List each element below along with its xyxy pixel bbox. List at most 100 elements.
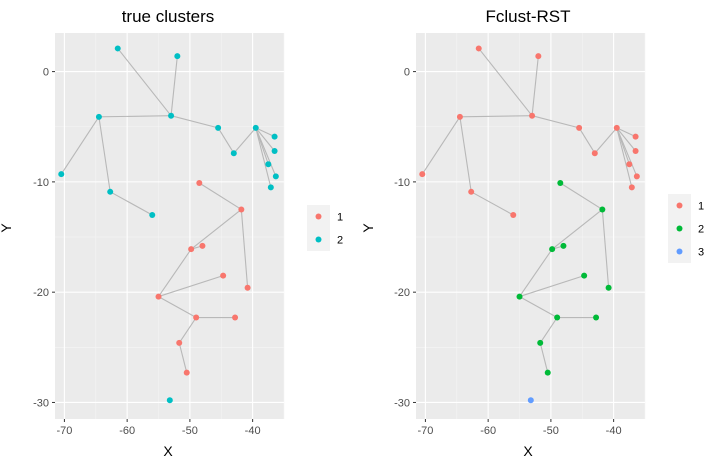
tree-edge [233, 127, 257, 154]
x-tick-label: -70 [417, 425, 433, 437]
data-point [605, 284, 612, 291]
chart-fclust-rst: Fclust-RST Y X -70 -60 -50 -40 0 -10 -20 -30 1 2… [360, 7, 704, 459]
tree-edge [459, 116, 472, 192]
data-point [232, 314, 239, 321]
legend-swatch [676, 248, 683, 255]
data-point [238, 206, 245, 213]
data-point [419, 171, 426, 178]
legend-swatch [315, 236, 322, 243]
data-point [560, 242, 567, 249]
tree-edge [560, 182, 603, 210]
axis-ticks: -70 -60 -50 -40 0 -10 -20 -30 [33, 67, 260, 437]
data-point [456, 113, 463, 120]
data-point [176, 339, 183, 346]
x-axis-title: X [163, 443, 173, 459]
data-point [193, 314, 200, 321]
data-point [107, 188, 114, 195]
data-point [535, 53, 542, 60]
data-point [613, 124, 620, 131]
data-point [199, 242, 206, 249]
x-tick-label: -60 [119, 425, 135, 437]
y-axis-title: Y [360, 223, 376, 233]
x-tick-label: -50 [182, 425, 198, 437]
tree-edge [616, 127, 637, 152]
tree-edge [519, 275, 585, 298]
data-point [599, 206, 606, 213]
axis-ticks: -70 -60 -50 -40 0 -10 -20 -30 [394, 67, 621, 437]
data-point [271, 133, 278, 140]
data-point [265, 161, 272, 168]
data-point [230, 150, 237, 157]
data-point [267, 184, 274, 191]
tree-edge [551, 209, 603, 250]
data-point [188, 246, 195, 253]
tree-edge [459, 115, 533, 118]
tree-edge [255, 127, 277, 177]
tree-edge [158, 296, 197, 319]
data-point [244, 284, 251, 291]
tree-edge [98, 115, 172, 118]
tree-edge [217, 127, 235, 154]
tree-edge [158, 248, 192, 297]
tree-edge [594, 127, 618, 154]
chart-title: Fclust-RST [486, 7, 571, 26]
tree-edge [539, 317, 558, 344]
tree-edge [539, 342, 549, 373]
data-point [549, 246, 556, 253]
chart-true-clusters: true clusters Y X -70 -60 -50 -40 0 -10 -20 -30… [0, 7, 343, 459]
legend: 12 [307, 205, 343, 251]
data-point [272, 173, 279, 180]
tree-edge [178, 317, 197, 344]
y-tick-label: -10 [33, 177, 49, 189]
data-point [252, 124, 259, 131]
y-axis-title: Y [0, 223, 14, 233]
data-point [468, 188, 475, 195]
tree-edge [578, 127, 596, 154]
tree-edge [616, 127, 633, 188]
data-point [632, 133, 639, 140]
data-point [557, 179, 564, 186]
data-point [475, 45, 482, 52]
legend-label: 1 [698, 201, 704, 213]
data-point [593, 314, 600, 321]
data-point [166, 397, 173, 404]
tree-edge [60, 116, 100, 175]
tree-edge [470, 191, 514, 216]
data-point [174, 53, 181, 60]
data-point [149, 211, 156, 218]
tree-edge [117, 48, 172, 117]
tree-edge [190, 209, 242, 250]
legend-label: 2 [698, 224, 704, 236]
data-points [58, 45, 279, 404]
data-point [183, 369, 190, 376]
tree-edge [98, 116, 111, 192]
tree-edge [255, 127, 272, 188]
x-tick-label: -70 [56, 425, 72, 437]
data-point [95, 113, 102, 120]
data-point [576, 124, 583, 131]
panel-background [416, 33, 645, 419]
y-tick-label: -10 [394, 177, 410, 189]
data-point [554, 314, 561, 321]
tree-edge [158, 275, 224, 298]
tree-edge [199, 182, 242, 210]
tree-edge [421, 116, 461, 175]
data-point [632, 148, 639, 155]
tree-edge [240, 209, 249, 288]
legend-swatch [676, 202, 683, 209]
data-point [516, 293, 523, 300]
tree-edge [255, 127, 276, 152]
tree-edge [255, 127, 275, 138]
data-point [58, 171, 65, 178]
tree-edge [531, 56, 539, 116]
y-tick-label: -30 [33, 397, 49, 409]
data-point [591, 150, 598, 157]
data-point [155, 293, 162, 300]
tree-edge [519, 296, 558, 319]
data-point [196, 179, 203, 186]
x-tick-label: -60 [480, 425, 496, 437]
data-point [628, 184, 635, 191]
x-axis-title: X [523, 443, 533, 459]
y-tick-label: 0 [404, 67, 410, 79]
